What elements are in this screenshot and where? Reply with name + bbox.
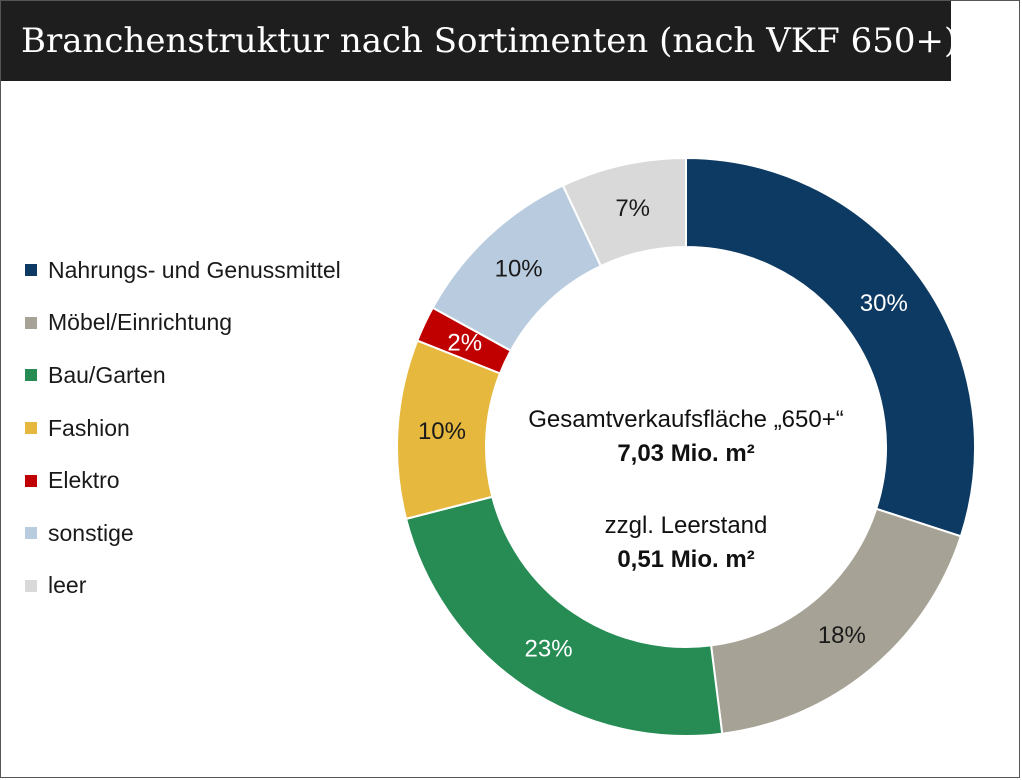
legend-swatch bbox=[25, 579, 37, 592]
title-bar: Branchenstruktur nach Sortimenten (nach … bbox=[1, 1, 957, 81]
slice-data-label: 10% bbox=[495, 255, 543, 282]
chart-legend: Nahrungs- und Genussmittel Möbel/Einricht… bbox=[25, 244, 341, 612]
slice-data-label: 2% bbox=[447, 329, 482, 356]
legend-label: Fashion bbox=[48, 414, 130, 441]
legend-item: leer bbox=[25, 560, 341, 613]
slice-data-label: 23% bbox=[525, 636, 573, 663]
legend-label: Nahrungs- und Genussmittel bbox=[48, 256, 341, 283]
legend-swatch bbox=[25, 316, 37, 329]
legend-item: Möbel/Einrichtung bbox=[25, 297, 341, 350]
donut-slice bbox=[685, 156, 976, 538]
legend-swatch bbox=[25, 369, 37, 382]
legend-item: Nahrungs- und Genussmittel bbox=[25, 244, 341, 297]
total-area-label: Gesamtverkaufsfläche „650+“ bbox=[528, 406, 844, 433]
legend-label: sonstige bbox=[48, 519, 134, 546]
legend-swatch bbox=[25, 527, 37, 540]
legend-label: Bau/Garten bbox=[48, 361, 166, 388]
slice-data-label: 30% bbox=[860, 290, 908, 317]
legend-item: Fashion bbox=[25, 402, 341, 455]
vacancy-value: 0,51 Mio. m² bbox=[617, 546, 755, 573]
legend-label: Elektro bbox=[48, 467, 120, 494]
legend-item: sonstige bbox=[25, 507, 341, 560]
slice-data-label: 7% bbox=[615, 195, 650, 222]
legend-item: Bau/Garten bbox=[25, 349, 341, 402]
total-area-value: 7,03 Mio. m² bbox=[617, 440, 755, 467]
slice-data-label: 10% bbox=[418, 418, 466, 445]
donut-slice bbox=[561, 156, 687, 268]
legend-swatch bbox=[25, 264, 37, 277]
vacancy-label: zzgl. Leerstand bbox=[604, 512, 768, 539]
legend-item: Elektro bbox=[25, 454, 341, 507]
legend-label: leer bbox=[48, 572, 87, 599]
chart-center-text: Gesamtverkaufsfläche „650+“ 7,03 Mio. m²… bbox=[486, 403, 886, 577]
slice-data-label: 18% bbox=[818, 622, 866, 649]
slide-title: Branchenstruktur nach Sortimenten (nach … bbox=[21, 21, 958, 61]
donut-slice bbox=[404, 495, 724, 737]
legend-label: Möbel/Einrichtung bbox=[48, 309, 233, 336]
legend-swatch bbox=[25, 474, 37, 487]
legend-swatch bbox=[25, 422, 37, 435]
